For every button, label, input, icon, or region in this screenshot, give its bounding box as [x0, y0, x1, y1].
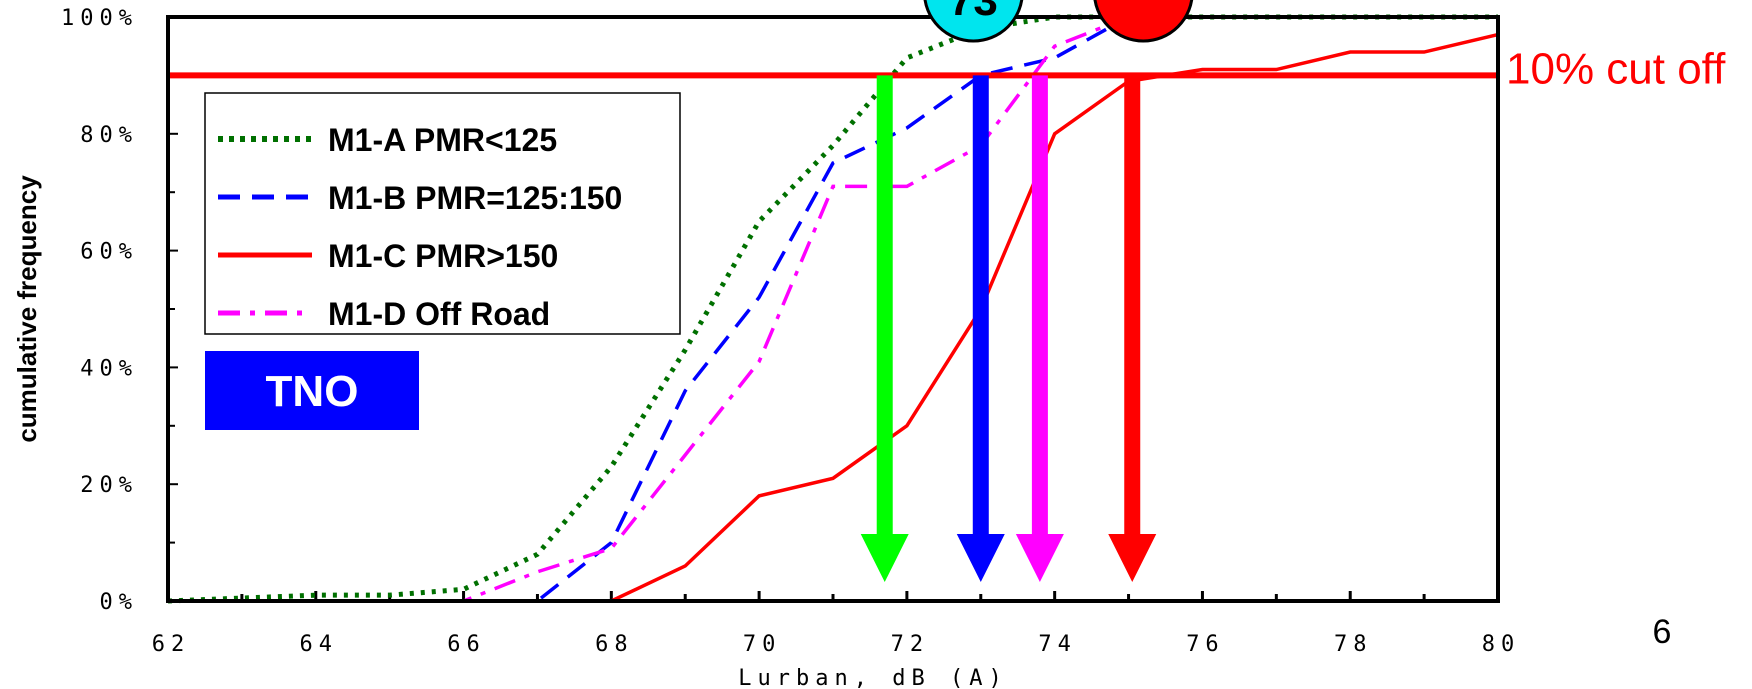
series-line-2 [168, 15, 1498, 603]
x-tick-label: 76 [1186, 632, 1225, 657]
callout-circle-2 [1093, 0, 1194, 43]
legend: M1-A PMR<125 M1-B PMR=125:150 M1-C PMR>150… [204, 92, 681, 335]
page-number: 6 [1653, 613, 1672, 651]
callout-circle-1: 73 [923, 0, 1024, 43]
legend-label-4: M1-D Off Road [328, 296, 550, 332]
series-layer [167, 14, 1499, 604]
tick-label-layer: 62 64 66 68 70 72 74 76 78 80 0% 20% 40% 60% 80% 100% [61, 6, 1521, 657]
x-tick-label: 68 [595, 632, 634, 657]
arrow-layer [860, 75, 1157, 582]
tno-badge-label: TNO [266, 367, 359, 416]
x-tick-label: 64 [300, 632, 339, 657]
x-tick-label: 74 [1038, 632, 1077, 657]
callout-circle-label: 73 [949, 0, 998, 25]
series-line-4 [168, 15, 1498, 603]
x-tick-label: 62 [152, 632, 191, 657]
tno-badge-background [205, 351, 419, 430]
y-tick-label: 20% [80, 473, 138, 498]
series-line-1 [167, 14, 1498, 604]
x-tick-label: 70 [743, 632, 782, 657]
circle-layer: 73 [923, 0, 1194, 43]
plot-area-frame [166, 15, 1500, 603]
tno-badge: TNO [205, 351, 419, 430]
y-tick-label: 60% [80, 240, 138, 265]
arrow-1 [860, 75, 909, 582]
x-tick-label: 78 [1334, 632, 1373, 657]
legend-label-2: M1-B PMR=125:150 [328, 180, 622, 216]
x-tick-label: 66 [447, 632, 486, 657]
y-tick-label: 100% [61, 6, 138, 31]
arrow-2 [956, 75, 1005, 582]
y-tick-label: 80% [80, 123, 138, 148]
x-tick-label: 72 [891, 632, 930, 657]
legend-box [204, 92, 681, 335]
x-axis-title: Lurban, dB (A) [738, 666, 1007, 689]
y-tick-label: 40% [80, 356, 138, 381]
arrow-4 [1108, 75, 1157, 582]
series-line-3 [168, 32, 1499, 603]
legend-label-3: M1-C PMR>150 [328, 238, 558, 274]
arrow-3 [1015, 75, 1064, 582]
legend-label-1: M1-A PMR<125 [328, 122, 557, 158]
x-tick-label: 80 [1482, 632, 1521, 657]
y-axis-title: cumulative frequency [12, 175, 42, 443]
y-tick-label: 0% [100, 590, 139, 615]
cutoff-label: 10% cut off [1506, 44, 1726, 93]
